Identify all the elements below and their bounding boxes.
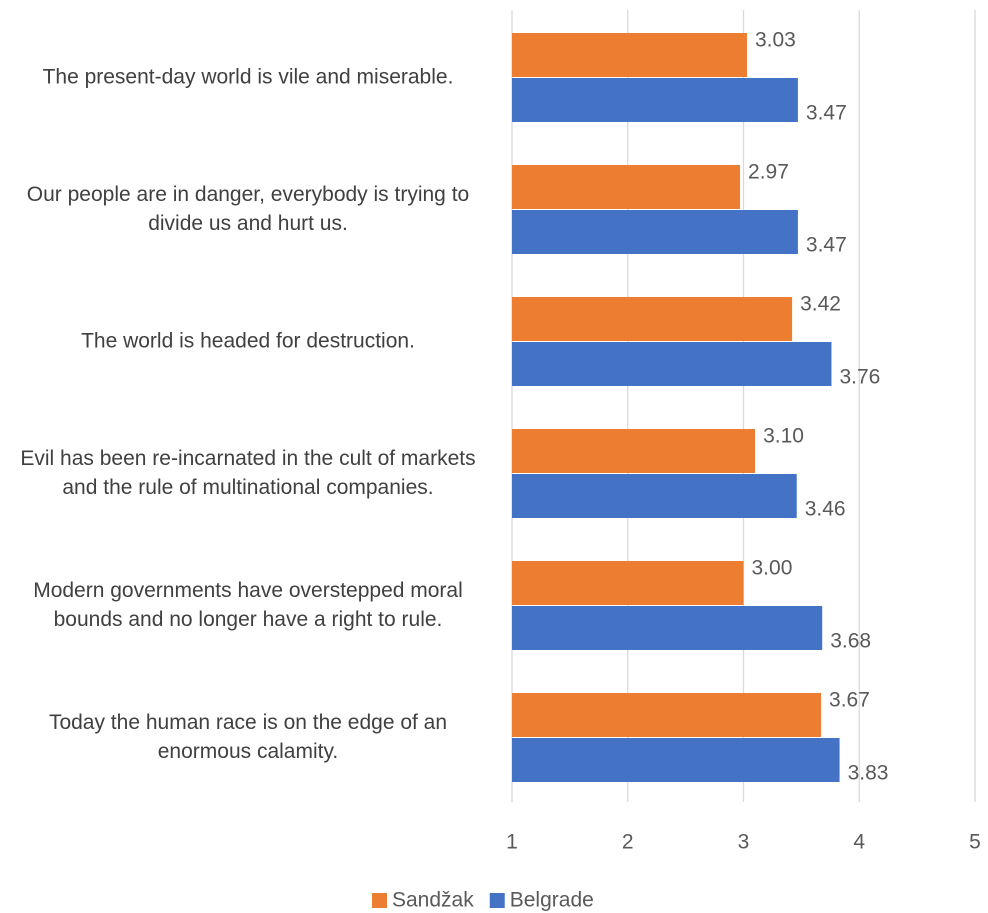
value-label: 3.03: [755, 29, 796, 52]
legend-swatch: [372, 893, 387, 908]
bar: [512, 693, 822, 737]
legend-swatch: [489, 893, 505, 908]
bar: [512, 33, 747, 77]
x-tick-label: 1: [506, 831, 518, 854]
bar: [512, 606, 823, 650]
bar: [512, 561, 744, 605]
bar: [512, 429, 756, 473]
legend-label: Belgrade: [510, 889, 594, 912]
bar: [512, 474, 797, 518]
x-tick-label: 4: [853, 831, 865, 854]
bar: [512, 738, 840, 782]
category-label: Modern governments have overstepped mora…: [33, 579, 463, 631]
x-tick-label: 3: [738, 831, 750, 854]
category-label: Our people are in danger, everybody is t…: [26, 183, 470, 235]
value-label: 3.47: [806, 102, 847, 125]
value-label: 3.42: [800, 293, 841, 316]
value-label: 3.00: [752, 557, 793, 580]
category-label: Today the human race is on the edge of a…: [48, 711, 448, 763]
legend-label: Sandžak: [392, 889, 474, 912]
bar: [512, 342, 832, 386]
value-label: 3.83: [848, 762, 889, 785]
value-label: 3.76: [839, 366, 880, 389]
x-tick-label: 5: [969, 831, 981, 854]
value-label: 3.67: [829, 689, 870, 712]
value-label: 3.68: [830, 630, 871, 653]
bar: [512, 297, 793, 341]
value-label: 2.97: [748, 161, 789, 184]
value-label: 3.10: [763, 425, 804, 448]
value-label: 3.47: [806, 234, 847, 257]
bar: [512, 165, 741, 209]
category-label: The present-day world is vile and misera…: [42, 65, 454, 89]
x-tick-label: 2: [622, 831, 634, 854]
bar: [512, 210, 798, 254]
category-label: The world is headed for destruction.: [81, 329, 415, 353]
category-label: Evil has been re-incarnated in the cult …: [20, 447, 476, 499]
bar: [512, 78, 798, 122]
value-label: 3.46: [805, 498, 846, 521]
